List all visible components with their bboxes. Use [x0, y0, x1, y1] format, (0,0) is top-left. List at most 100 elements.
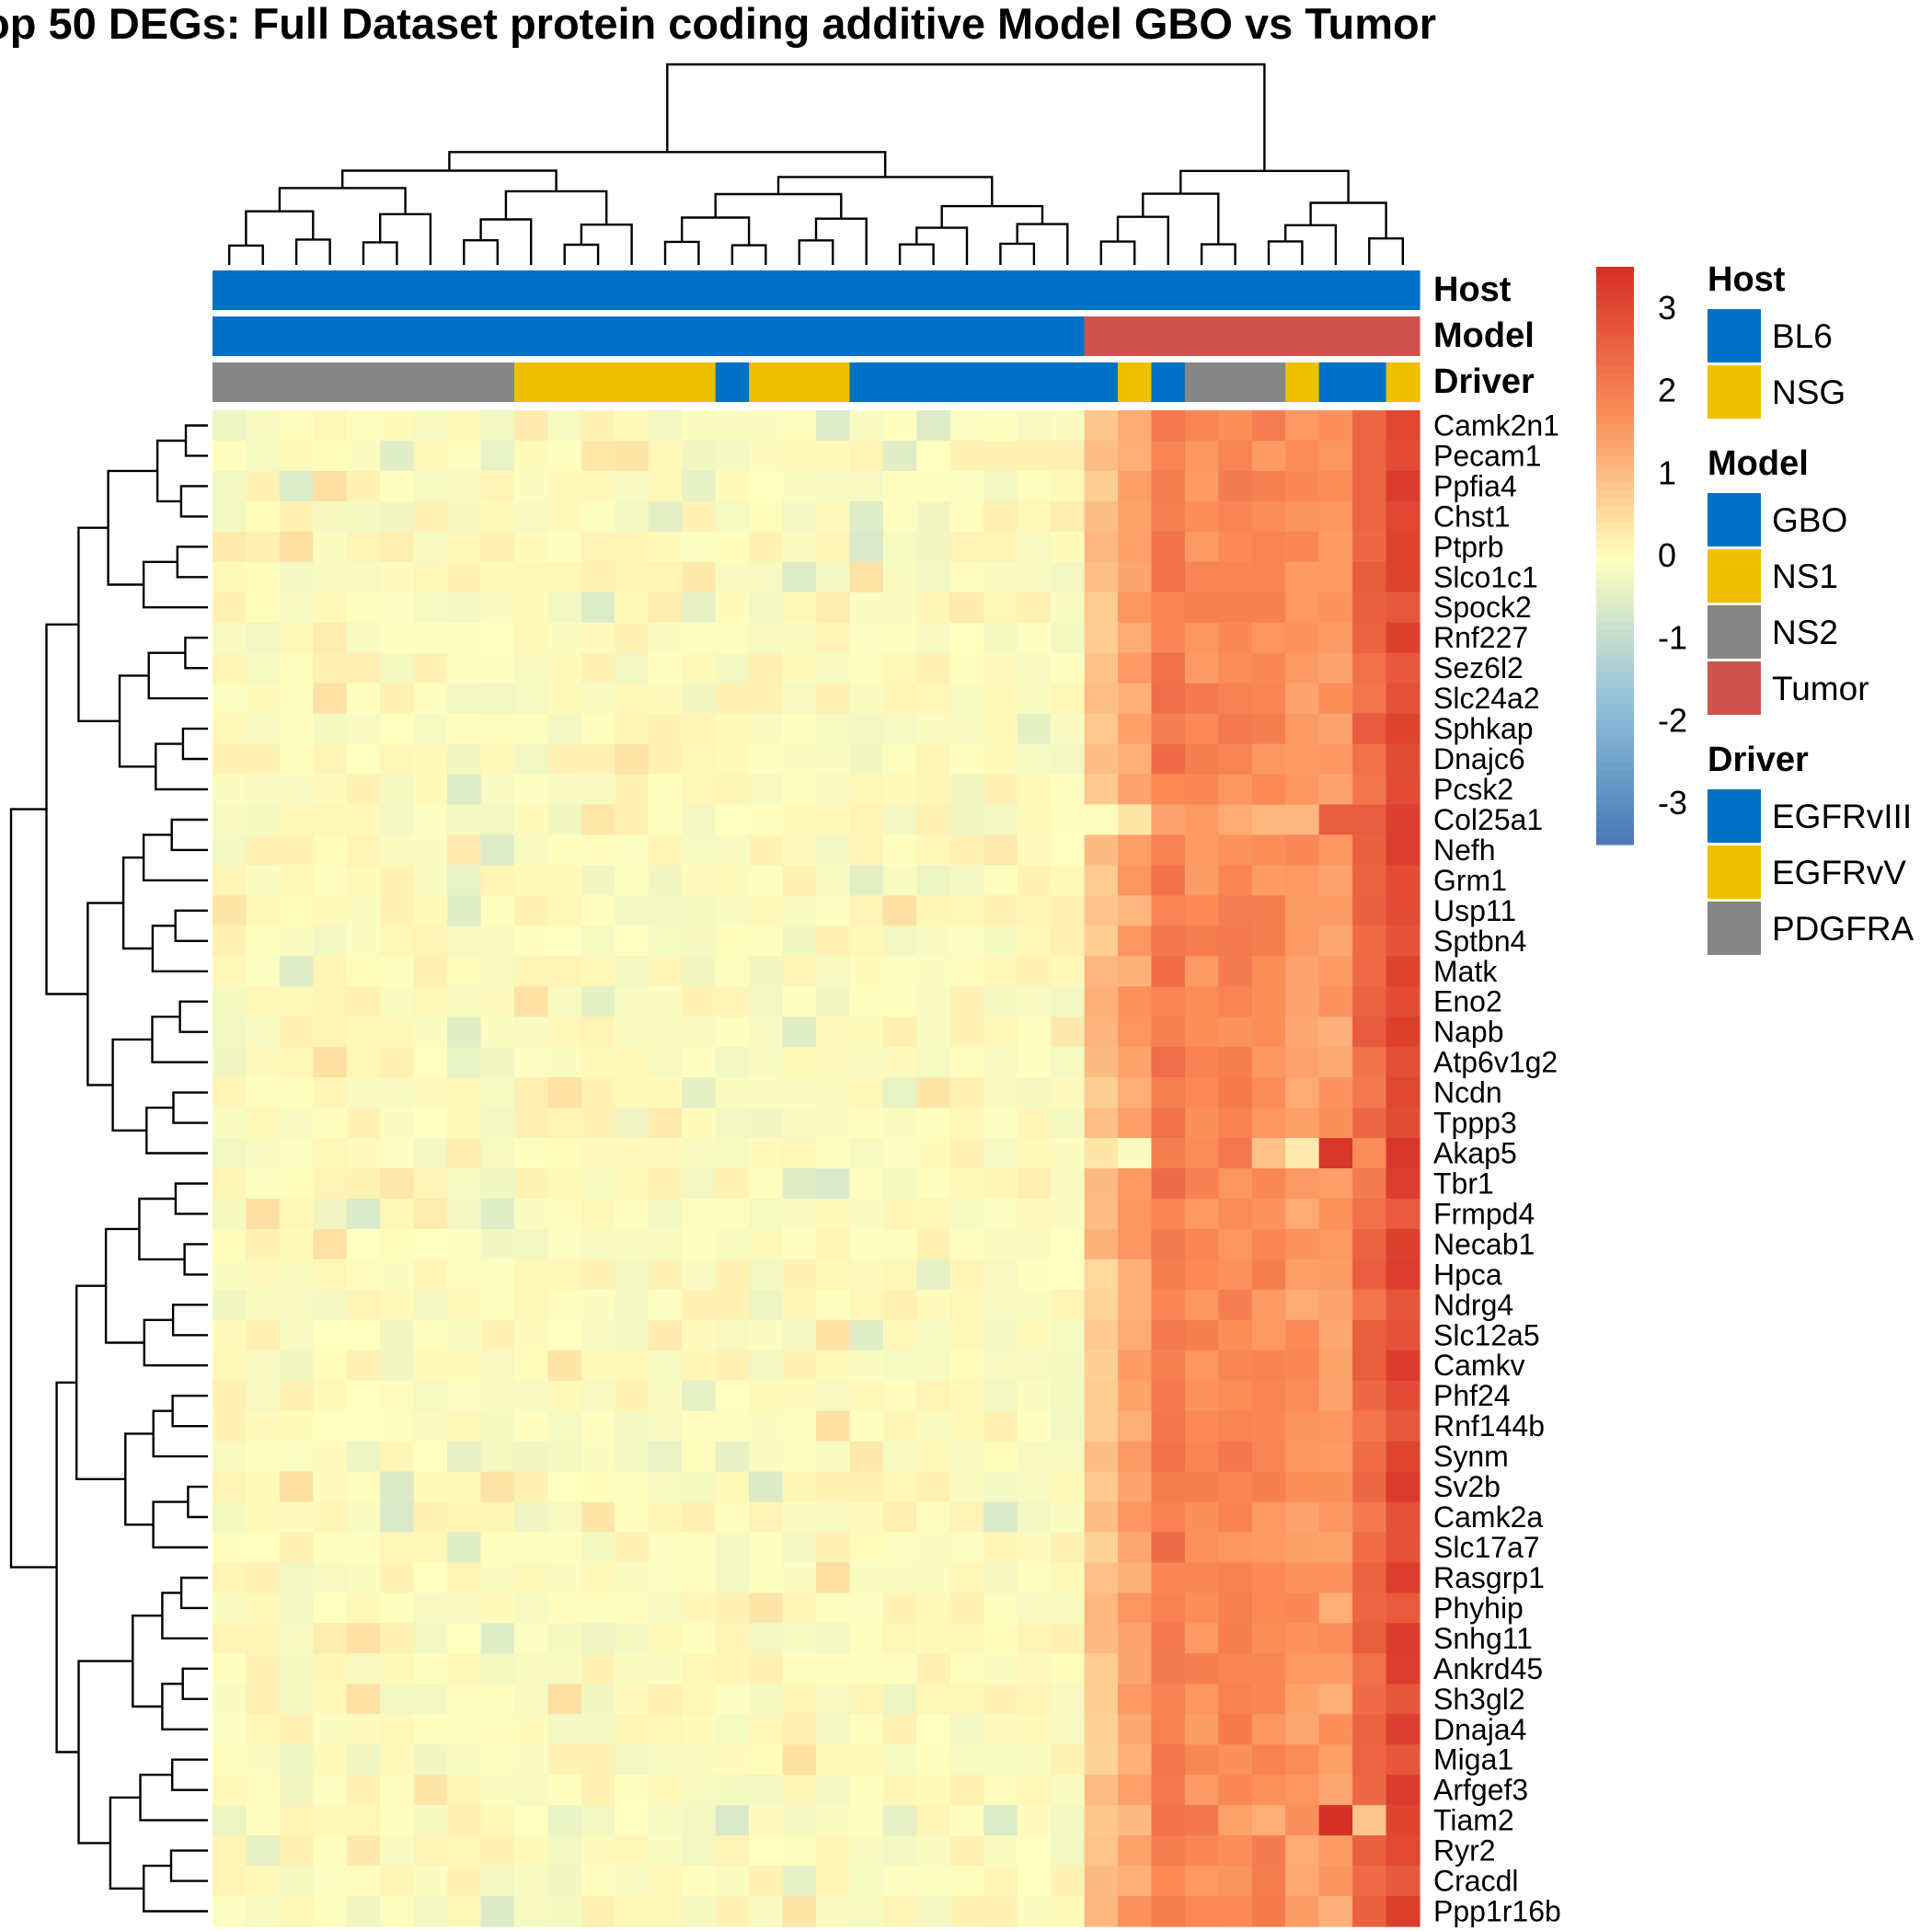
heatmap-cell-hpca-12	[581, 1259, 615, 1291]
heatmap-cell-sh3gl2-22	[916, 1684, 951, 1715]
heatmap-cell-dnajc6-19	[816, 743, 851, 776]
heatmap-cell-rasgrp1-26	[1051, 1562, 1086, 1594]
heatmap-cell-napb-9	[480, 1017, 515, 1048]
heatmap-cell-phyhip-19	[816, 1592, 851, 1624]
heatmap-cell-slco1c1-6	[380, 561, 415, 593]
heatmap-cell-necab1-23	[949, 1228, 984, 1260]
heatmap-cell-hpca-17	[749, 1259, 784, 1291]
row-label-dnajc6: Dnajc6	[1433, 742, 1525, 776]
heatmap-cell-necab1-28	[1118, 1228, 1153, 1260]
heatmap-cell-arfgef3-19	[816, 1775, 851, 1806]
heatmap-cell-hpca-27	[1084, 1259, 1119, 1291]
heatmap-cell-spock2-13	[615, 592, 650, 624]
heatmap-cell-phyhip-25	[1017, 1592, 1052, 1624]
heatmap-cell-napb-22	[916, 1017, 951, 1048]
heatmap-cell-matk-27	[1084, 956, 1119, 987]
heatmap-cell-cracdl-25	[1017, 1866, 1052, 1897]
heatmap-cell-ppfia4-30	[1184, 470, 1219, 502]
heatmap-cell-slc12a5-24	[983, 1319, 1018, 1351]
heatmap-cell-tppp3-8	[447, 1108, 482, 1139]
heatmap-cell-slc12a5-2	[246, 1319, 281, 1351]
heatmap-cell-tppp3-28	[1118, 1108, 1153, 1139]
heatmap-cell-ptprb-36	[1386, 531, 1420, 563]
legend-label-model-ns2: NS2	[1772, 614, 1838, 651]
heatmap-cell-arfgef3-30	[1184, 1775, 1219, 1806]
heatmap-cell-slco1c1-15	[682, 561, 717, 593]
heatmap-cell-miga1-3	[279, 1744, 314, 1776]
heatmap-cell-dnajc6-32	[1251, 743, 1286, 776]
heatmap-cell-phf24-36	[1386, 1380, 1420, 1412]
heatmap-cell-dnajc6-35	[1352, 743, 1387, 776]
heatmap-cell-sh3gl2-4	[313, 1684, 348, 1715]
heatmap-cell-dnaja4-19	[816, 1714, 851, 1745]
heatmap-cell-nefh-33	[1285, 834, 1320, 866]
heatmap-cell-dnaja4-20	[849, 1714, 884, 1745]
annotation-model-30	[1184, 316, 1219, 356]
heatmap-cell-pecam1-11	[547, 440, 582, 472]
heatmap-cell-miga1-29	[1151, 1744, 1186, 1776]
heatmap-cell-spock2-25	[1017, 592, 1052, 624]
annotation-driver-22	[916, 362, 951, 402]
color-scale-tick: 2	[1658, 372, 1676, 409]
heatmap-cell-sphkap-15	[682, 713, 717, 745]
heatmap-cell-akap5-14	[648, 1138, 683, 1169]
heatmap-cell-sh3gl2-14	[648, 1684, 683, 1715]
heatmap-cell-ankrd45-16	[715, 1653, 750, 1684]
heatmap-cell-rasgrp1-19	[816, 1562, 851, 1594]
heatmap-cell-chst1-26	[1051, 500, 1086, 533]
annotation-host-36	[1386, 270, 1420, 310]
heatmap-cell-akap5-8	[447, 1138, 482, 1169]
heatmap-cell-cracdl-9	[480, 1866, 515, 1897]
row-label-slco1c1: Slco1c1	[1433, 560, 1538, 593]
heatmap-cell-slc17a7-28	[1118, 1532, 1153, 1564]
heatmap-cell-pcsk2-27	[1084, 774, 1119, 806]
heatmap-cell-slc24a2-3	[279, 683, 314, 715]
heatmap-cell-hpca-9	[480, 1259, 515, 1291]
color-scale-step	[1596, 679, 1634, 689]
heatmap-cell-miga1-11	[547, 1744, 582, 1776]
heatmap-cell-ndrg4-18	[782, 1289, 817, 1321]
heatmap-cell-tppp3-27	[1084, 1108, 1119, 1139]
heatmap-cell-nefh-35	[1352, 834, 1387, 866]
heatmap-cell-ankrd45-2	[246, 1653, 281, 1684]
heatmap-cell-rnf227-1	[213, 622, 247, 654]
heatmap-cell-camkv-21	[882, 1350, 917, 1382]
color-scale-step	[1596, 299, 1634, 309]
heatmap-cell-miga1-21	[882, 1744, 917, 1776]
heatmap-cell-tbr1-25	[1017, 1168, 1052, 1200]
heatmap-cell-rnf144b-19	[816, 1410, 851, 1443]
heatmap-cell-slco1c1-3	[279, 561, 314, 593]
heatmap-cell-pcsk2-33	[1285, 774, 1320, 806]
heatmap-cell-matk-3	[279, 956, 314, 987]
heatmap-cell-tiam2-36	[1386, 1805, 1420, 1836]
heatmap-cell-phyhip-18	[782, 1592, 817, 1624]
heatmap-cell-synm-19	[816, 1441, 851, 1473]
heatmap-cell-slc17a7-20	[849, 1532, 884, 1564]
heatmap-cell-rnf227-15	[682, 622, 717, 654]
heatmap-cell-slc17a7-9	[480, 1532, 515, 1564]
heatmap-cell-usp11-32	[1251, 895, 1286, 926]
heatmap-cell-sphkap-17	[749, 713, 784, 745]
color-scale-step	[1596, 654, 1634, 664]
heatmap-cell-rnf144b-20	[849, 1410, 884, 1443]
heatmap-cell-rnf144b-13	[615, 1410, 650, 1443]
heatmap-cell-napb-3	[279, 1017, 314, 1048]
heatmap-cell-phf24-30	[1184, 1380, 1219, 1412]
heatmap-cell-napb-24	[983, 1017, 1018, 1048]
heatmap-cell-sh3gl2-16	[715, 1684, 750, 1715]
heatmap-cell-eno2-23	[949, 986, 984, 1017]
heatmap-cell-camkv-27	[1084, 1350, 1119, 1382]
heatmap-cell-frmpd4-10	[514, 1198, 549, 1230]
heatmap-cell-camk2a-16	[715, 1501, 750, 1534]
heatmap-cell-ppfia4-17	[749, 470, 784, 502]
row-dendrogram-branch	[171, 1395, 208, 1428]
heatmap-cell-ryr2-20	[849, 1835, 884, 1867]
heatmap-cell-matk-17	[749, 956, 784, 987]
heatmap-cell-ncdn-28	[1118, 1077, 1153, 1109]
heatmap-cell-rasgrp1-32	[1251, 1562, 1286, 1594]
annotation-host-24	[983, 270, 1018, 310]
heatmap-cell-phyhip-10	[514, 1592, 549, 1624]
heatmap-cell-grm1-14	[648, 865, 683, 896]
heatmap-cell-tbr1-28	[1118, 1168, 1153, 1200]
legend-label-host-nsg: NSG	[1772, 374, 1846, 411]
